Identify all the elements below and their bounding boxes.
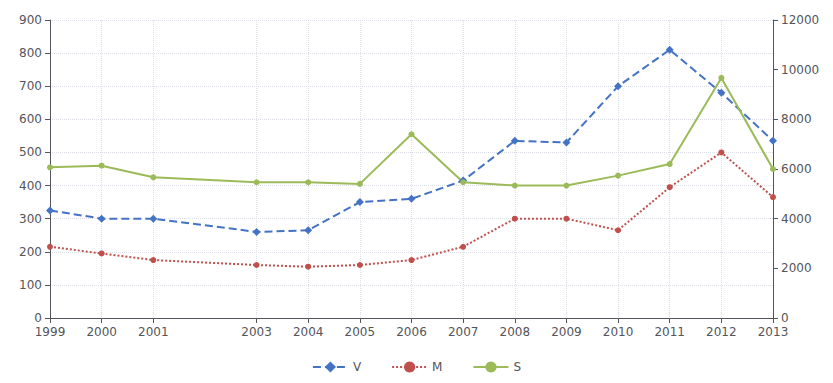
- svg-text:800: 800: [19, 46, 42, 60]
- svg-text:600: 600: [19, 112, 42, 126]
- svg-text:2012: 2012: [706, 325, 737, 339]
- svg-text:700: 700: [19, 79, 42, 93]
- svg-text:V: V: [353, 360, 362, 374]
- svg-text:300: 300: [19, 212, 42, 226]
- svg-text:900: 900: [19, 13, 42, 27]
- svg-text:0: 0: [781, 311, 789, 325]
- svg-text:2011: 2011: [654, 325, 685, 339]
- svg-text:8000: 8000: [781, 112, 812, 126]
- svg-text:6000: 6000: [781, 162, 812, 176]
- svg-text:100: 100: [19, 278, 42, 292]
- svg-text:M: M: [432, 360, 442, 374]
- svg-text:0: 0: [34, 311, 42, 325]
- svg-text:S: S: [513, 360, 521, 374]
- svg-text:2006: 2006: [396, 325, 427, 339]
- svg-text:2008: 2008: [500, 325, 531, 339]
- svg-text:2009: 2009: [551, 325, 582, 339]
- svg-text:1999: 1999: [35, 325, 66, 339]
- svg-text:200: 200: [19, 245, 42, 259]
- svg-text:2010: 2010: [603, 325, 634, 339]
- svg-text:2001: 2001: [138, 325, 169, 339]
- svg-text:400: 400: [19, 179, 42, 193]
- svg-text:2000: 2000: [86, 325, 117, 339]
- svg-text:2000: 2000: [781, 261, 812, 275]
- svg-text:2004: 2004: [293, 325, 324, 339]
- svg-text:500: 500: [19, 145, 42, 159]
- svg-text:2013: 2013: [758, 325, 789, 339]
- svg-text:2005: 2005: [345, 325, 376, 339]
- svg-text:2007: 2007: [448, 325, 479, 339]
- svg-text:10000: 10000: [781, 63, 819, 77]
- svg-text:12000: 12000: [781, 13, 819, 27]
- svg-text:2003: 2003: [241, 325, 272, 339]
- svg-text:4000: 4000: [781, 212, 812, 226]
